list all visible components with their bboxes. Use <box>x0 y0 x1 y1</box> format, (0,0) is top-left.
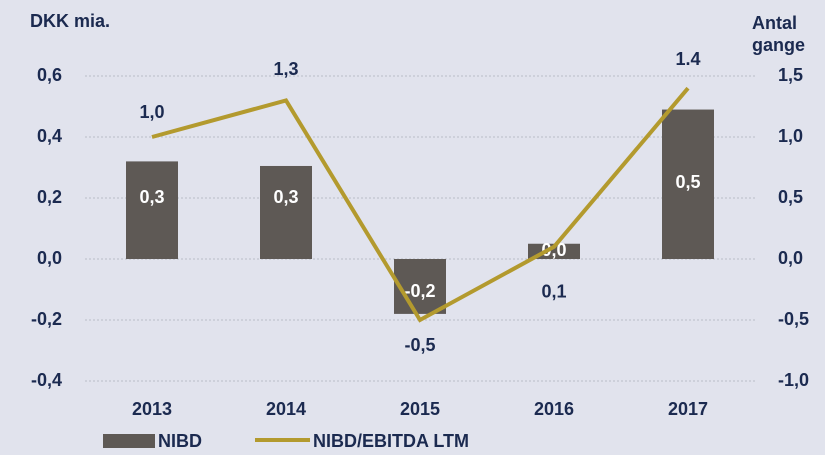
line-value-label: 1,0 <box>139 102 164 122</box>
bar-value-label: 0,0 <box>541 240 566 260</box>
legend-label: NIBD/EBITDA LTM <box>313 431 469 451</box>
line-value-label: -0,5 <box>404 335 435 355</box>
legend-label: NIBD <box>158 431 202 451</box>
y2-tick-label: 0,5 <box>778 187 803 207</box>
x-tick-label: 2017 <box>668 399 708 419</box>
bar <box>662 109 714 259</box>
y2-tick-label: 1,0 <box>778 126 803 146</box>
y2-tick-label: 0,0 <box>778 248 803 268</box>
line <box>151 86 690 323</box>
y2-tick-label: -0,5 <box>778 309 809 329</box>
line-value-label: 1.4 <box>675 49 700 69</box>
y-tick-label: 0,4 <box>37 126 62 146</box>
y-tick-label: 0,0 <box>37 248 62 268</box>
y-tick-label: -0,2 <box>31 309 62 329</box>
y-tick-label: 0,6 <box>37 65 62 85</box>
y-tick-label: -0,4 <box>31 370 62 390</box>
y2-tick-label: 1,5 <box>778 65 803 85</box>
y2-tick-label: -1,0 <box>778 370 809 390</box>
line-value-label: 1,3 <box>273 59 298 79</box>
x-tick-label: 2014 <box>266 399 306 419</box>
x-tick-label: 2013 <box>132 399 172 419</box>
legend-swatch <box>103 434 155 448</box>
line-value-label: 0,1 <box>541 282 566 302</box>
bar <box>394 259 446 314</box>
bar <box>260 165 312 259</box>
bar-value-label: -0,2 <box>404 281 435 301</box>
bar-value-label: 0,3 <box>139 187 164 207</box>
bar <box>126 161 178 259</box>
x-tick-label: 2015 <box>400 399 440 419</box>
y-axis-title: DKK mia. <box>30 11 110 31</box>
bar-value-label: 0,3 <box>273 187 298 207</box>
y2-axis-title: Antal gange <box>752 13 805 55</box>
bar-value-label: 0,5 <box>675 172 700 192</box>
y-tick-label: 0,2 <box>37 187 62 207</box>
x-tick-label: 2016 <box>534 399 574 419</box>
